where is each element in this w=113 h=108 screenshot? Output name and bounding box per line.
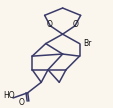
Text: O: O [46, 20, 52, 29]
Text: Br: Br [83, 39, 91, 48]
Text: O: O [18, 98, 24, 107]
Text: O: O [72, 20, 78, 29]
Text: HO: HO [3, 91, 14, 100]
